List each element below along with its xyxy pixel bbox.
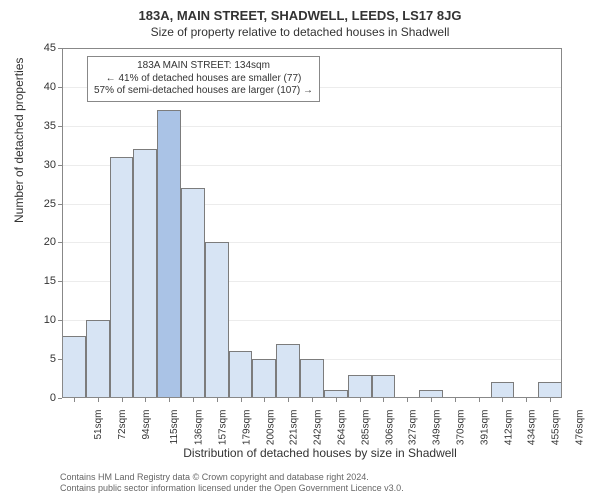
xtick-label: 306sqm	[384, 410, 395, 446]
histogram-bar	[157, 110, 181, 398]
xtick-mark	[502, 398, 503, 402]
ytick-label: 5	[26, 353, 56, 365]
xtick-label: 264sqm	[337, 410, 348, 446]
histogram-bar	[324, 390, 348, 398]
xtick-mark	[241, 398, 242, 402]
xtick-mark	[98, 398, 99, 402]
xtick-label: 391sqm	[479, 410, 490, 446]
histogram-bar	[110, 157, 134, 398]
xtick-label: 327sqm	[408, 410, 419, 446]
y-axis-label: Number of detached properties	[12, 58, 26, 223]
xtick-mark	[169, 398, 170, 402]
ytick-mark	[58, 204, 62, 205]
gridline	[62, 126, 562, 127]
xtick-label: 221sqm	[289, 410, 300, 446]
histogram-bar	[86, 320, 110, 398]
ytick-label: 20	[26, 236, 56, 248]
ytick-label: 30	[26, 159, 56, 171]
footer-line-1: Contains HM Land Registry data © Crown c…	[60, 472, 404, 483]
footer-line-2: Contains public sector information licen…	[60, 483, 404, 494]
annotation-line-3: 57% of semi-detached houses are larger (…	[94, 85, 313, 98]
xtick-label: 455sqm	[551, 410, 562, 446]
xtick-mark	[312, 398, 313, 402]
histogram-bar	[419, 390, 443, 398]
histogram-bar	[538, 382, 562, 398]
xtick-label: 242sqm	[313, 410, 324, 446]
histogram-bar	[491, 382, 515, 398]
x-axis-label: Distribution of detached houses by size …	[0, 446, 600, 460]
xtick-label: 476sqm	[575, 410, 586, 446]
histogram-bar	[372, 375, 396, 398]
ytick-label: 35	[26, 120, 56, 132]
xtick-mark	[264, 398, 265, 402]
ytick-mark	[58, 320, 62, 321]
xtick-label: 349sqm	[432, 410, 443, 446]
xtick-mark	[360, 398, 361, 402]
xtick-label: 51sqm	[93, 410, 104, 440]
ytick-label: 15	[26, 275, 56, 287]
xtick-label: 72sqm	[117, 410, 128, 440]
histogram-bar	[205, 242, 229, 398]
xtick-label: 115sqm	[169, 410, 180, 445]
ytick-mark	[58, 126, 62, 127]
chart-container: 183A, MAIN STREET, SHADWELL, LEEDS, LS17…	[0, 0, 600, 500]
histogram-bar	[181, 188, 205, 398]
histogram-bar	[133, 149, 157, 398]
xtick-mark	[145, 398, 146, 402]
histogram-bar	[300, 359, 324, 398]
footer: Contains HM Land Registry data © Crown c…	[60, 472, 404, 495]
xtick-label: 157sqm	[218, 410, 229, 446]
xtick-label: 370sqm	[456, 410, 467, 446]
xtick-mark	[455, 398, 456, 402]
histogram-bar	[348, 375, 372, 398]
ytick-label: 45	[26, 42, 56, 54]
annotation-line-2: ← 41% of detached houses are smaller (77…	[94, 73, 313, 86]
xtick-label: 412sqm	[503, 410, 514, 446]
ytick-label: 40	[26, 81, 56, 93]
ytick-mark	[58, 398, 62, 399]
histogram-bar	[276, 344, 300, 398]
xtick-mark	[217, 398, 218, 402]
ytick-mark	[58, 281, 62, 282]
xtick-label: 434sqm	[527, 410, 538, 446]
ytick-mark	[58, 87, 62, 88]
histogram-bar	[252, 359, 276, 398]
histogram-bar	[62, 336, 86, 398]
xtick-mark	[526, 398, 527, 402]
annotation-line-1: 183A MAIN STREET: 134sqm	[94, 60, 313, 73]
ytick-label: 0	[26, 392, 56, 404]
ytick-label: 10	[26, 314, 56, 326]
xtick-mark	[550, 398, 551, 402]
xtick-mark	[336, 398, 337, 402]
xtick-mark	[122, 398, 123, 402]
xtick-label: 94sqm	[141, 410, 152, 440]
xtick-label: 179sqm	[241, 410, 252, 446]
xtick-label: 285sqm	[360, 410, 371, 446]
plot-area: 183A MAIN STREET: 134sqm ← 41% of detach…	[62, 48, 562, 398]
xtick-mark	[193, 398, 194, 402]
xtick-mark	[431, 398, 432, 402]
histogram-bar	[229, 351, 253, 398]
xtick-mark	[74, 398, 75, 402]
xtick-label: 136sqm	[194, 410, 205, 446]
ytick-mark	[58, 242, 62, 243]
xtick-mark	[407, 398, 408, 402]
xtick-mark	[383, 398, 384, 402]
xtick-label: 200sqm	[265, 410, 276, 446]
chart-subtitle: Size of property relative to detached ho…	[0, 25, 600, 39]
chart-title: 183A, MAIN STREET, SHADWELL, LEEDS, LS17…	[0, 0, 600, 23]
xtick-mark	[288, 398, 289, 402]
ytick-mark	[58, 165, 62, 166]
ytick-mark	[58, 48, 62, 49]
annotation-box: 183A MAIN STREET: 134sqm ← 41% of detach…	[87, 56, 320, 102]
ytick-label: 25	[26, 198, 56, 210]
xtick-mark	[479, 398, 480, 402]
